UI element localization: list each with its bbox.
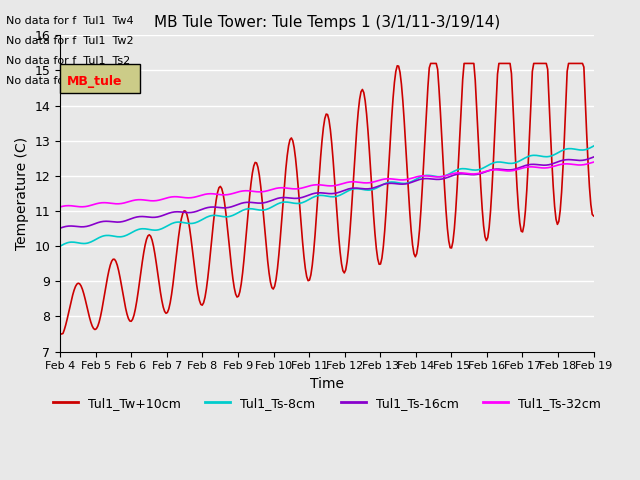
Tul1_Tw+10cm [590, 213, 598, 219]
Tul1_Ts-8cm [436, 174, 444, 180]
Text: No data for f  Tul1  Ts2: No data for f Tul1 Ts2 [6, 56, 131, 66]
Tul1_Ts-32cm [74, 204, 82, 209]
Text: MB_tule: MB_tule [67, 75, 123, 88]
Tul1_Tw+10cm [587, 202, 595, 207]
Tul1_Tw+10cm [438, 135, 445, 141]
Line: Tul1_Ts-32cm: Tul1_Ts-32cm [60, 162, 594, 207]
Tul1_Ts-16cm [56, 225, 64, 231]
Tul1_Ts-8cm [91, 237, 99, 243]
Text: No data for f  Tul1  Tw2: No data for f Tul1 Tw2 [6, 36, 134, 46]
Legend: Tul1_Tw+10cm, Tul1_Ts-8cm, Tul1_Ts-16cm, Tul1_Ts-32cm: Tul1_Tw+10cm, Tul1_Ts-8cm, Tul1_Ts-16cm,… [47, 392, 606, 415]
Text: No data for f  Tul1  Ts5: No data for f Tul1 Ts5 [6, 76, 131, 86]
Tul1_Ts-8cm [590, 143, 598, 149]
Tul1_Tw+10cm [74, 280, 82, 286]
Tul1_Ts-16cm [516, 165, 524, 170]
Tul1_Tw+10cm [427, 60, 435, 66]
Tul1_Ts-8cm [56, 243, 64, 249]
Line: Tul1_Tw+10cm: Tul1_Tw+10cm [60, 63, 594, 334]
Line: Tul1_Ts-8cm: Tul1_Ts-8cm [60, 146, 594, 246]
Tul1_Ts-16cm [74, 224, 82, 229]
Tul1_Ts-16cm [590, 154, 598, 160]
Title: MB Tule Tower: Tule Temps 1 (3/1/11-3/19/14): MB Tule Tower: Tule Temps 1 (3/1/11-3/19… [154, 15, 500, 30]
Tul1_Tw+10cm [56, 331, 64, 337]
Tul1_Ts-8cm [586, 145, 593, 151]
Tul1_Ts-32cm [586, 160, 593, 166]
Tul1_Ts-32cm [331, 183, 339, 189]
Tul1_Ts-8cm [516, 158, 524, 164]
Line: Tul1_Ts-16cm: Tul1_Ts-16cm [60, 157, 594, 228]
Tul1_Ts-32cm [56, 204, 64, 210]
Tul1_Tw+10cm [517, 228, 525, 234]
Y-axis label: Temperature (C): Temperature (C) [15, 137, 29, 250]
Tul1_Tw+10cm [331, 177, 339, 182]
Tul1_Ts-32cm [91, 201, 99, 207]
Tul1_Ts-32cm [436, 174, 444, 180]
X-axis label: Time: Time [310, 377, 344, 391]
Text: No data for f  Tul1  Tw4: No data for f Tul1 Tw4 [6, 16, 134, 26]
Tul1_Ts-16cm [331, 191, 339, 196]
Tul1_Ts-8cm [74, 240, 82, 246]
Tul1_Ts-8cm [331, 194, 339, 200]
Tul1_Ts-32cm [516, 166, 524, 172]
Tul1_Tw+10cm [91, 326, 99, 332]
Tul1_Ts-16cm [436, 176, 444, 182]
Tul1_Ts-16cm [91, 221, 99, 227]
Tul1_Ts-32cm [590, 159, 598, 165]
Tul1_Ts-16cm [586, 156, 593, 161]
